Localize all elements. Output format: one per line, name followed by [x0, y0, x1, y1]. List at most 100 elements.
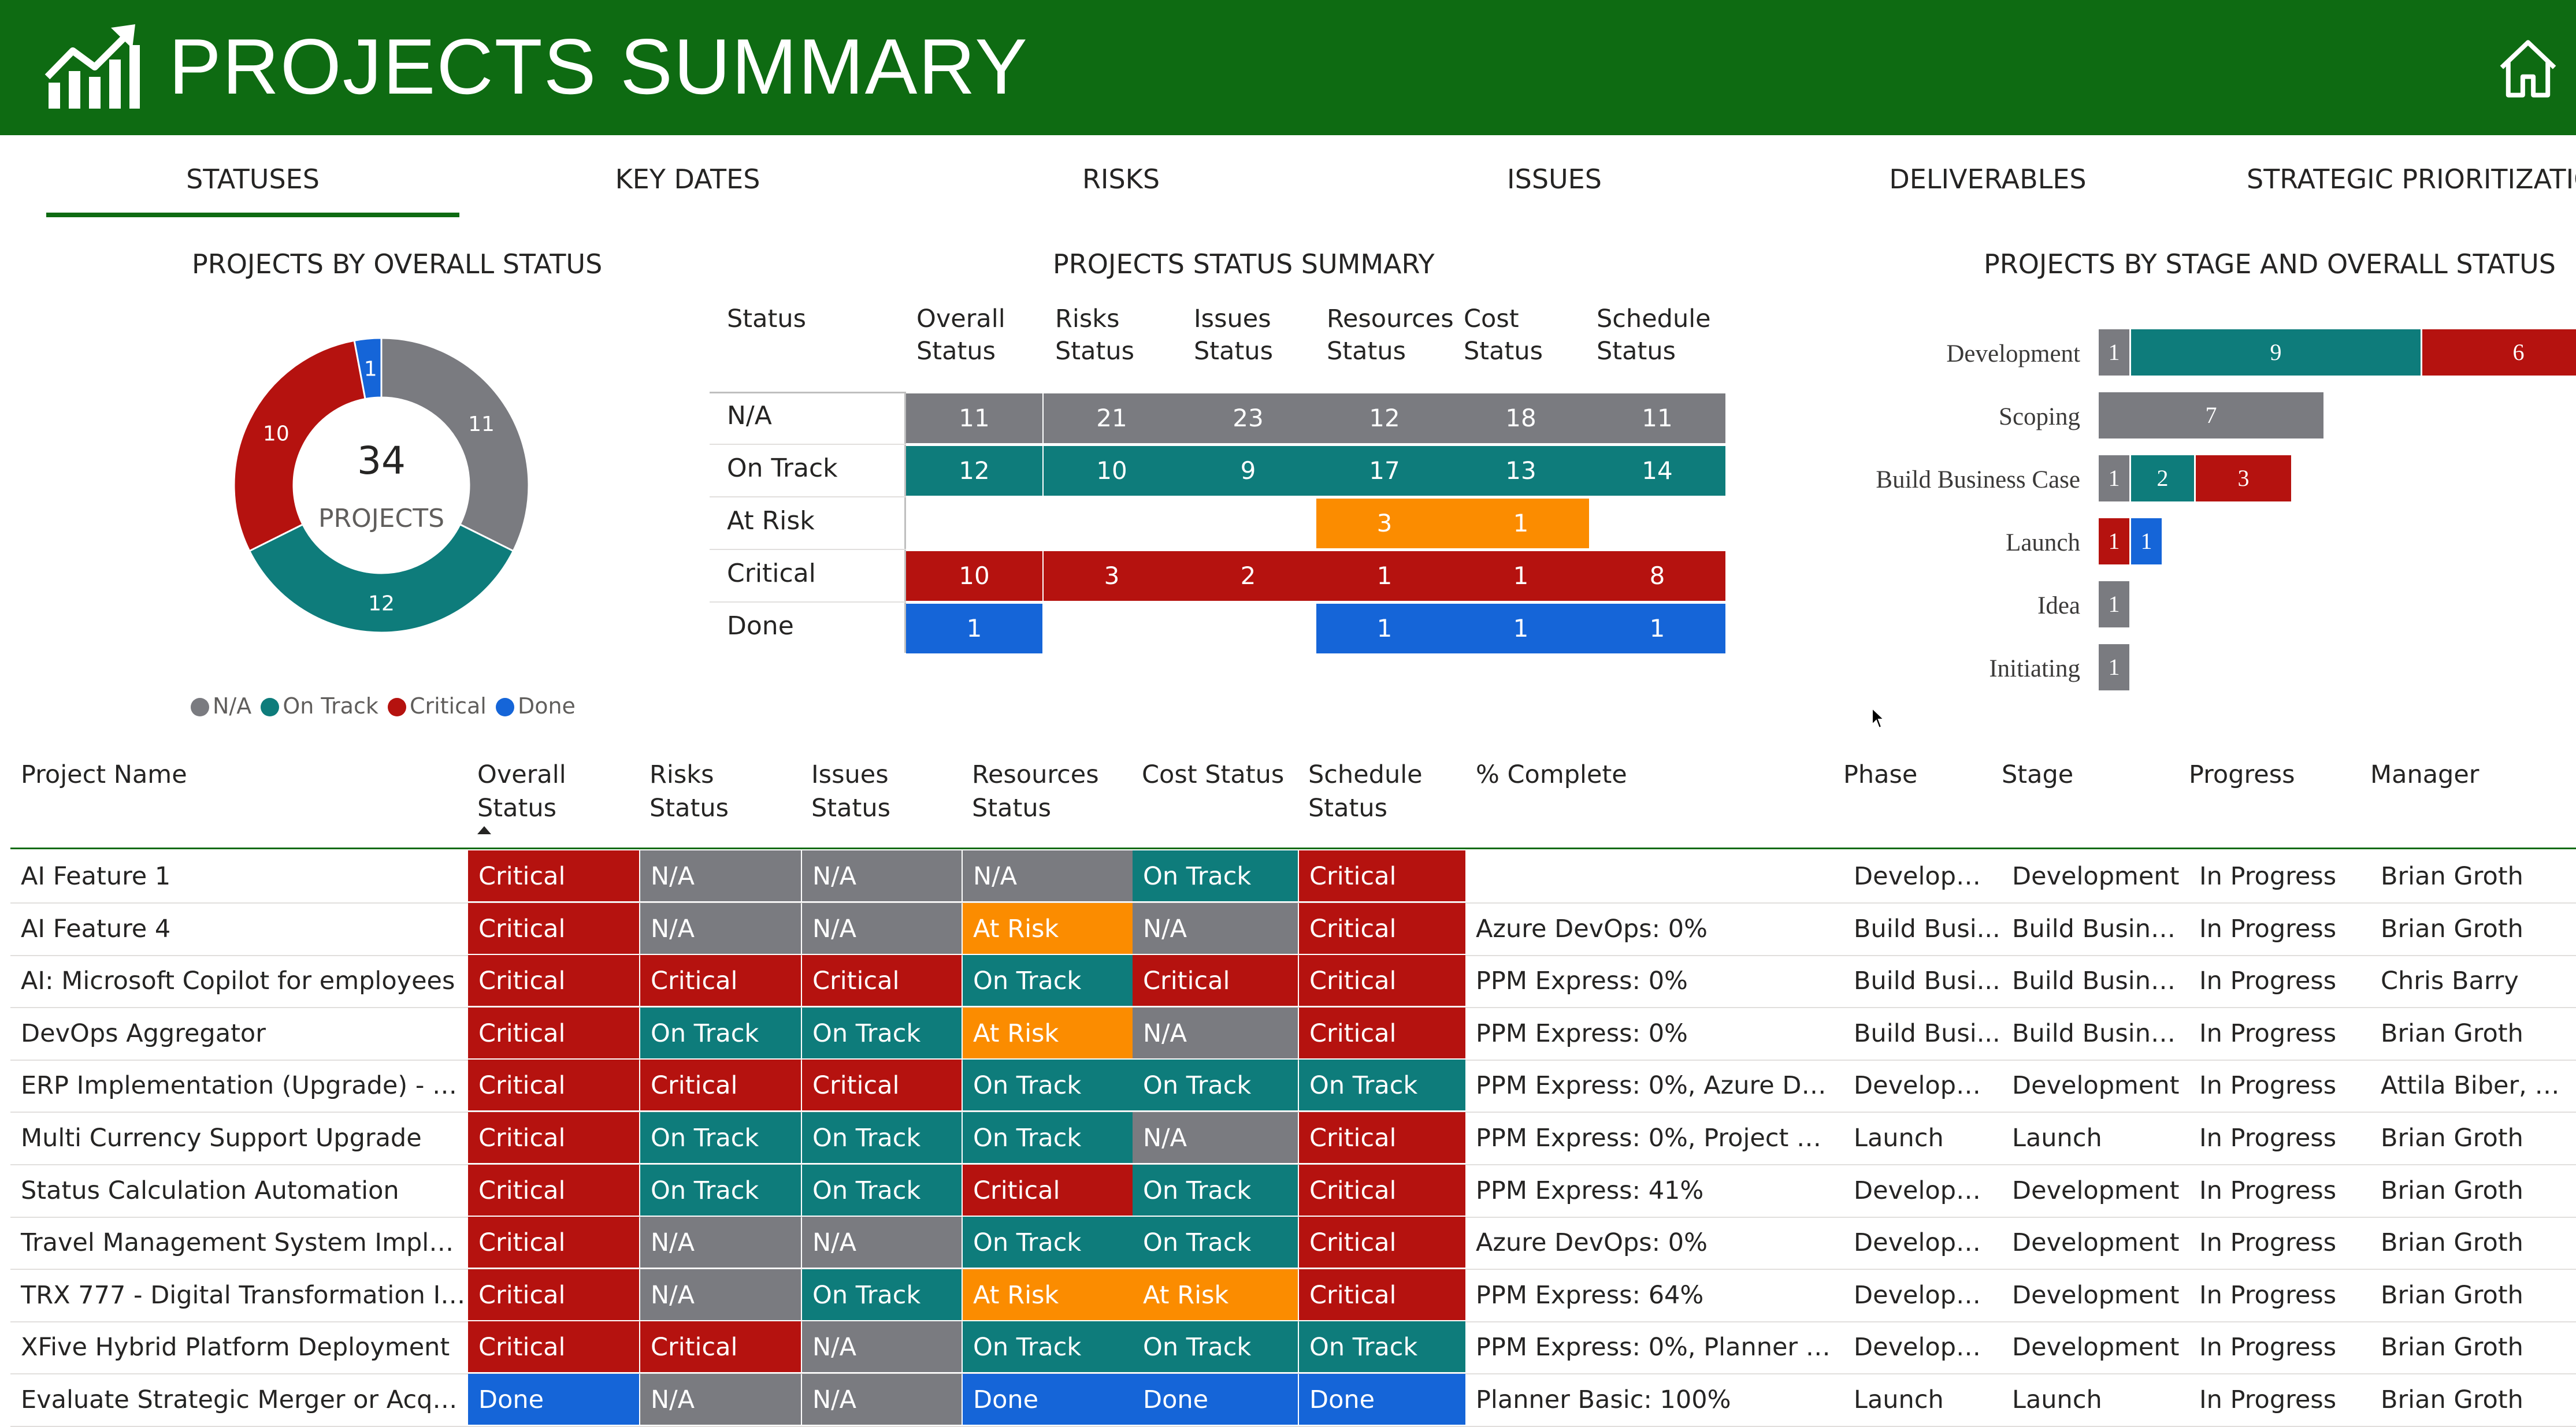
- matrix-cell[interactable]: 12: [1316, 393, 1453, 443]
- header-line: Status: [649, 794, 729, 823]
- matrix-cell[interactable]: 1: [1453, 551, 1589, 601]
- header-manager[interactable]: Manager: [2370, 758, 2479, 791]
- sort-ascending-icon[interactable]: [477, 826, 491, 834]
- tab-issues[interactable]: ISSUES: [1507, 163, 1602, 195]
- table-row[interactable]: Multi Currency Support Upgrade Critical On…: [10, 1112, 2576, 1165]
- header-overall-status[interactable]: Overall Status: [477, 758, 566, 825]
- matrix-cell[interactable]: 14: [1589, 446, 1725, 496]
- tab-risks[interactable]: RISKS: [1082, 163, 1160, 195]
- matrix-cell[interactable]: 1: [1453, 604, 1589, 653]
- matrix-cell[interactable]: 9: [1180, 446, 1316, 496]
- header-line: Risks: [649, 760, 714, 789]
- tab-deliverables[interactable]: DELIVERABLES: [1889, 163, 2087, 195]
- cell-cost: On Track: [1133, 1217, 1298, 1268]
- cell-phase: Build Busi...: [1854, 914, 2000, 943]
- cell-issues: Critical: [802, 1060, 962, 1111]
- table-row[interactable]: Travel Management System Impleme... Criti…: [10, 1217, 2576, 1270]
- matrix-cell[interactable]: 1: [1316, 604, 1453, 653]
- header-resources-status[interactable]: Resources Status: [972, 758, 1099, 825]
- table-row[interactable]: TRX 777 - Digital Transformation Initi..…: [10, 1269, 2576, 1322]
- table-row[interactable]: ERP Implementation (Upgrade) - App... Cri…: [10, 1060, 2576, 1113]
- stage-bar-segment-na[interactable]: 1: [2099, 329, 2129, 376]
- stage-bar-segment-on-track[interactable]: 2: [2131, 455, 2194, 501]
- table-row[interactable]: Evaluate Strategic Merger or Acquisiti..…: [10, 1374, 2576, 1427]
- cell-cost: On Track: [1133, 1060, 1298, 1111]
- header-project-name[interactable]: Project Name: [21, 758, 187, 791]
- legend-item-done[interactable]: Done: [493, 693, 576, 719]
- stage-bar-segment-critical[interactable]: 3: [2196, 455, 2291, 501]
- cell-cost: On Track: [1133, 1164, 1298, 1216]
- matrix-cell[interactable]: 1: [1453, 499, 1589, 548]
- matrix-cell[interactable]: 2: [1180, 551, 1316, 601]
- cell-schedule: Critical: [1299, 902, 1465, 954]
- stage-bar-segment-critical[interactable]: 1: [2099, 518, 2129, 564]
- table-row[interactable]: DevOps Aggregator Critical On Track On Trac…: [10, 1007, 2576, 1061]
- header-stage[interactable]: Stage: [2002, 758, 2073, 791]
- header-percent-complete[interactable]: % Complete: [1476, 758, 1627, 791]
- cell-overall: Critical: [468, 1060, 639, 1111]
- stage-bar-segment-na[interactable]: 1: [2099, 581, 2129, 627]
- header-cost-status[interactable]: Cost Status: [1142, 758, 1284, 791]
- matrix-cell[interactable]: 21: [1044, 393, 1180, 443]
- header-schedule-status[interactable]: Schedule Status: [1308, 758, 1423, 825]
- stage-bar-segment-done[interactable]: 1: [2131, 518, 2162, 564]
- legend-item-critical[interactable]: Critical: [385, 693, 487, 719]
- tab-statuses[interactable]: STATUSES: [186, 163, 320, 195]
- legend-item-na[interactable]: N/A: [191, 693, 251, 719]
- cell-progress: In Progress: [2199, 1385, 2337, 1414]
- stage-bar-segment-na[interactable]: 7: [2099, 392, 2323, 438]
- stage-bar-segment-na[interactable]: 1: [2099, 455, 2129, 501]
- matrix-cell[interactable]: 11: [906, 393, 1042, 443]
- matrix-cell[interactable]: 11: [1589, 393, 1725, 443]
- matrix-cell[interactable]: 3: [1316, 499, 1453, 548]
- matrix-cell[interactable]: 10: [906, 551, 1042, 601]
- donut-slice-done[interactable]: [353, 337, 383, 400]
- header-phase[interactable]: Phase: [1843, 758, 1917, 791]
- header-risks-status[interactable]: Risks Status: [649, 758, 729, 825]
- cell-name: AI: Microsoft Copilot for employees: [21, 967, 455, 996]
- matrix-cell[interactable]: 13: [1453, 446, 1589, 496]
- header-line: Status: [477, 794, 557, 823]
- stage-label: Build Business Case: [1876, 466, 2080, 493]
- matrix-cell[interactable]: 1: [906, 604, 1042, 653]
- cell-complete: Azure DevOps: 0%: [1476, 1228, 1708, 1258]
- matrix-row-separator: [710, 549, 906, 550]
- cell-schedule: Critical: [1299, 1217, 1465, 1268]
- matrix-column-header-line: Cost: [1464, 304, 1519, 333]
- legend-item-on-track[interactable]: On Track: [258, 693, 378, 719]
- table-row[interactable]: XFive Hybrid Platform Deployment Critical…: [10, 1321, 2576, 1375]
- cell-issues: Critical: [802, 955, 962, 1006]
- matrix-cell[interactable]: 23: [1180, 393, 1316, 443]
- donut-slice-n-a[interactable]: [380, 337, 530, 552]
- matrix-cell[interactable]: 1: [1316, 551, 1453, 601]
- table-row[interactable]: AI: Microsoft Copilot for employees Criti…: [10, 955, 2576, 1009]
- donut-slice-on-track[interactable]: [248, 523, 515, 634]
- table-row[interactable]: AI Feature 4 Critical N/A N/A At Risk N/A Crit…: [10, 902, 2576, 956]
- donut-slice-critical[interactable]: [233, 339, 366, 552]
- header-issues-status[interactable]: Issues Status: [811, 758, 890, 825]
- donut-slice-label: 12: [368, 592, 395, 616]
- matrix-corner-header: Status: [727, 304, 807, 333]
- matrix-cell[interactable]: 8: [1589, 551, 1725, 601]
- tab-key-dates[interactable]: KEY DATES: [615, 163, 760, 195]
- stage-bar-segment-on-track[interactable]: 9: [2131, 329, 2421, 376]
- cell-complete: PPM Express: 64%: [1476, 1280, 1704, 1310]
- stage-bar-segment-na[interactable]: 1: [2099, 644, 2129, 690]
- header-progress[interactable]: Progress: [2189, 758, 2295, 791]
- cell-stage: Development: [2012, 1280, 2180, 1310]
- cell-name: Travel Management System Impleme...: [21, 1228, 467, 1258]
- table-row[interactable]: AI Feature 1 Critical N/A N/A N/A On Track Cri…: [10, 850, 2576, 904]
- tab-strategic-prioritization[interactable]: STRATEGIC PRIORITIZATIO: [2247, 163, 2576, 195]
- matrix-cell[interactable]: 3: [1044, 551, 1180, 601]
- matrix-cell[interactable]: 17: [1316, 446, 1453, 496]
- cell-risks: On Track: [640, 1007, 801, 1058]
- matrix-cell[interactable]: 12: [906, 446, 1042, 496]
- stage-bar-segment-critical[interactable]: 6: [2422, 329, 2576, 376]
- header-line: Overall: [477, 760, 566, 789]
- matrix-cell[interactable]: 18: [1453, 393, 1589, 443]
- home-icon[interactable]: [2495, 36, 2561, 102]
- matrix-cell[interactable]: 1: [1589, 604, 1725, 653]
- table-row[interactable]: Status Calculation Automation Critical On …: [10, 1164, 2576, 1218]
- matrix-cell[interactable]: 10: [1044, 446, 1180, 496]
- matrix-header-divider: [710, 392, 906, 393]
